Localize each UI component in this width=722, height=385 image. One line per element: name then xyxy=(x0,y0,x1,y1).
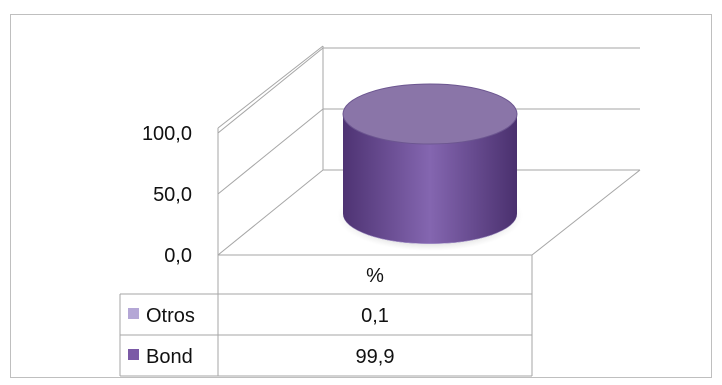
y-tick-label: 50,0 xyxy=(153,184,192,206)
data-table xyxy=(119,255,533,377)
floor-right-edge xyxy=(531,169,641,256)
category-label: % xyxy=(366,265,384,287)
bar-bond xyxy=(343,114,517,244)
y-tick-label: 100,0 xyxy=(142,123,192,145)
legend-label-otros: Otros xyxy=(146,305,195,327)
axes-frame xyxy=(217,45,641,256)
gridline-side xyxy=(217,108,324,195)
legend-label-bond: Bond xyxy=(146,346,193,368)
gridline-floor-left xyxy=(217,169,324,256)
bar-bond-top xyxy=(342,83,518,145)
value-bond: 99,9 xyxy=(356,346,395,368)
y-axis-ticks: 0,0 50,0 100,0 xyxy=(142,123,192,267)
y-tick-label: 0,0 xyxy=(164,245,192,267)
left-wall-top-edge xyxy=(217,45,324,129)
cylinder-group xyxy=(337,83,523,251)
legend-key-otros xyxy=(128,308,139,319)
gridline-side xyxy=(217,47,324,134)
legend-key-bond xyxy=(128,349,139,360)
value-otros: 0,1 xyxy=(361,305,389,327)
